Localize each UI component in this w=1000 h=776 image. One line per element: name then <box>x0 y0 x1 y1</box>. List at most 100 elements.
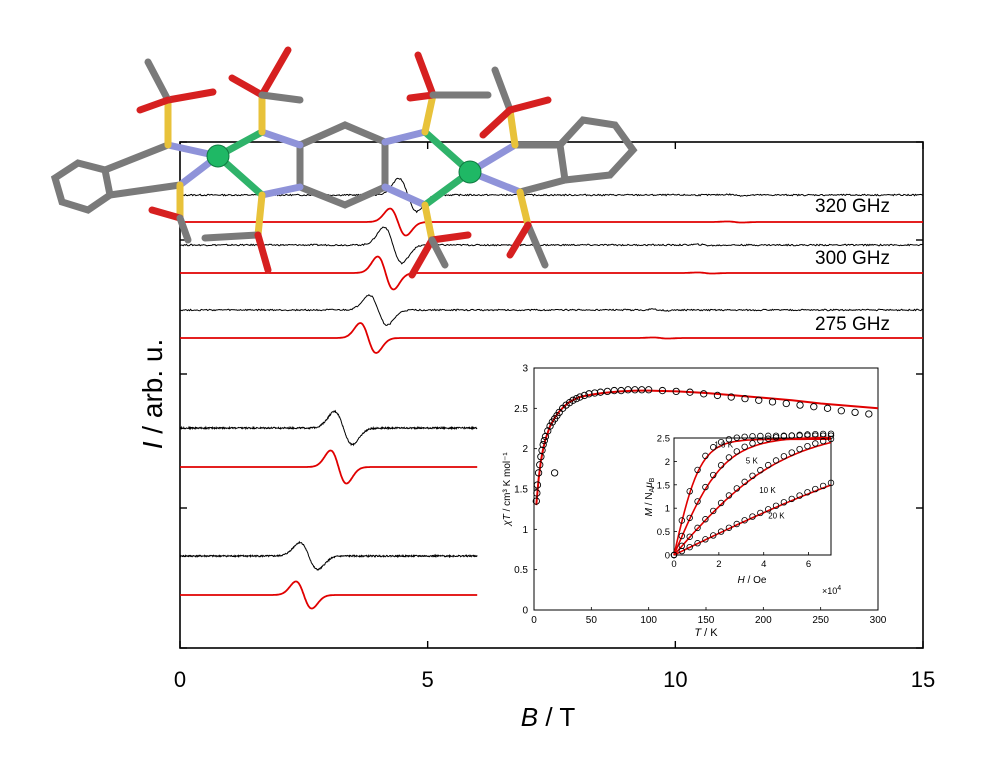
inset-y-tick-label: 2.5 <box>514 404 528 415</box>
inset-data-point <box>851 408 859 417</box>
mag-data-point <box>702 452 709 460</box>
mag-data-point <box>686 543 693 551</box>
mag-x-axis-label: H / Oe <box>738 575 767 586</box>
inset-data-point <box>645 386 653 394</box>
inset-data-point <box>538 446 546 454</box>
main-y-axis-unit: / arb. u. <box>137 339 168 442</box>
inset-data-point <box>624 386 632 394</box>
frequency-label: 300 GHz <box>815 248 890 269</box>
mag-data-point <box>717 499 725 507</box>
mag-data-point <box>772 457 780 464</box>
mag-x-tick-label: 4 <box>761 559 766 570</box>
mag-data-point <box>765 432 772 440</box>
mag-x-tick-label: 0 <box>671 559 676 570</box>
mag-series-label: 20 K <box>768 511 785 520</box>
mag-data-point <box>733 434 740 441</box>
mag-data-point <box>694 498 701 505</box>
inset-y-axis-unit: / cm³ K mol⁻¹ <box>502 452 513 515</box>
mag-data-point <box>741 433 748 440</box>
mag-data-point <box>804 442 811 450</box>
mag-data-point <box>780 433 788 440</box>
inset-data-point <box>550 469 559 477</box>
mag-x-axis-unit: / Oe <box>745 575 767 586</box>
mag-data-point <box>725 454 733 461</box>
mag-data-point <box>686 533 693 540</box>
inset-data-point <box>596 388 605 396</box>
spectrum-4 <box>179 409 478 485</box>
inset-data-point <box>672 387 680 396</box>
mag-data-point <box>804 489 811 496</box>
inset-x-tick-label: 0 <box>531 615 537 626</box>
mag-data-point <box>694 466 701 474</box>
inset-data-point <box>544 427 552 435</box>
mag-data-point <box>757 467 764 474</box>
spectrum-2: 300 GHz <box>179 226 923 291</box>
inset-magnetization-chart: 0 2 4 6 0 0.5 1 1.5 2 2.5 1.8 K 5 K 10 K 20 K H / Oe… <box>644 430 841 596</box>
inset-data-point <box>700 390 708 398</box>
mag-ticks: 0 2 4 6 0 0.5 1 1.5 2 2.5 <box>657 434 811 571</box>
main-x-axis-label: B / T <box>521 702 576 732</box>
main-x-tick-label: 15 <box>911 667 935 692</box>
main-x-tick-label: 5 <box>422 667 434 692</box>
mag-data-point <box>772 502 780 509</box>
mag-fit-line <box>673 436 832 556</box>
mag-plot-frame <box>673 437 832 556</box>
mag-data-point <box>725 492 733 499</box>
inset-data-point <box>686 388 694 396</box>
mag-data-point <box>686 488 693 495</box>
mag-data-point <box>733 520 740 528</box>
main-x-axis-unit: / T <box>538 702 575 732</box>
inset-x-axis-label: T / K <box>694 627 718 639</box>
mag-multiplier-exp: 4 <box>837 585 841 592</box>
inset-data-point <box>617 386 625 395</box>
mag-data-point <box>812 485 819 493</box>
mag-data-point <box>757 437 764 444</box>
mag-y-tick-label: 0.5 <box>657 527 670 538</box>
inset-data-point <box>837 407 845 415</box>
mag-fit-line <box>673 441 832 556</box>
inset-data-point <box>539 440 547 449</box>
mag-data-point <box>765 506 772 513</box>
mag-series-label: 10 K <box>759 486 776 495</box>
mag-data-point <box>788 432 795 439</box>
inset-y-tick-label: 1 <box>522 525 528 536</box>
mag-data-point <box>725 524 733 531</box>
mag-data-point <box>678 517 686 524</box>
inset-data-point <box>546 422 554 430</box>
central-ring <box>296 121 389 209</box>
inset-data-point <box>585 390 593 398</box>
simulated-spectrum-line <box>180 207 923 237</box>
mag-data-point <box>796 431 803 439</box>
mag-fit-line <box>673 438 831 556</box>
mag-data-point <box>819 437 827 445</box>
mag-x-tick-label: 6 <box>806 559 811 570</box>
inset-x-tick-label: 50 <box>586 615 598 626</box>
inset-data-point <box>591 389 599 397</box>
inset-data-point <box>823 404 832 412</box>
mag-series-label: 5 K <box>746 457 759 466</box>
mag-data-point <box>670 551 678 559</box>
main-x-axis-symbol: B <box>521 702 538 732</box>
mag-data-point <box>827 435 835 443</box>
mag-data-point <box>749 472 756 480</box>
mag-data-point <box>717 462 725 469</box>
experimental-spectrum-line <box>179 409 478 447</box>
inset-data-point <box>631 386 639 394</box>
main-y-axis-label: I / arb. u. <box>137 339 168 450</box>
mag-data-point <box>694 524 701 532</box>
inset-y-tick-label: 1.5 <box>514 485 528 496</box>
inset-data-point <box>576 393 584 401</box>
mag-y-tick-label: 2 <box>665 457 670 468</box>
inset-y-tick-label: 0 <box>522 606 528 617</box>
mag-data-point <box>780 453 788 460</box>
spectra-group: 320 GHz 300 GHz 275 GHz <box>179 177 924 610</box>
experimental-spectrum-line <box>180 294 924 326</box>
mag-data-point <box>710 444 717 451</box>
mag-data-point <box>765 461 772 469</box>
inset-data-point <box>534 469 543 477</box>
mag-data-point <box>678 532 686 540</box>
inset-y-axis-symbol: χT <box>502 513 513 526</box>
metal-atom-right <box>458 160 482 184</box>
simulated-spectrum-line <box>180 255 923 291</box>
